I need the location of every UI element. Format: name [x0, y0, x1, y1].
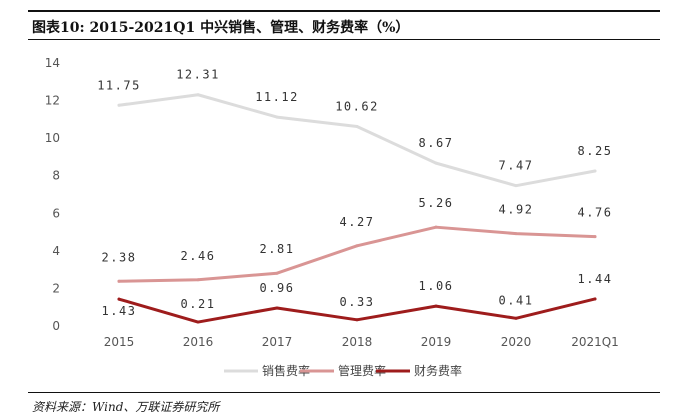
data-label-1-3: 4.27 — [340, 215, 375, 229]
x-tick-label-0: 2015 — [104, 335, 135, 349]
data-point-0-0 — [117, 103, 121, 107]
data-label-1-4: 5.26 — [419, 196, 454, 210]
data-point-2-2 — [275, 306, 279, 310]
data-point-1-3 — [355, 244, 359, 248]
data-point-2-6 — [593, 297, 597, 301]
data-label-1-6: 4.76 — [578, 206, 613, 220]
y-tick-label-6: 12 — [45, 94, 60, 108]
data-point-0-4 — [434, 161, 438, 165]
data-label-2-2: 0.96 — [260, 281, 295, 295]
x-tick-label-4: 2019 — [421, 335, 452, 349]
data-point-0-1 — [196, 93, 200, 97]
y-tick-label-5: 10 — [45, 131, 60, 145]
data-label-1-5: 4.92 — [499, 203, 534, 217]
x-tick-label-1: 2016 — [183, 335, 214, 349]
data-point-1-4 — [434, 225, 438, 229]
data-point-1-1 — [196, 278, 200, 282]
x-tick-label-5: 2020 — [501, 335, 532, 349]
data-point-0-5 — [514, 184, 518, 188]
y-tick-label-7: 14 — [45, 56, 60, 70]
data-point-0-3 — [355, 124, 359, 128]
data-label-1-0: 2.38 — [102, 250, 137, 264]
data-label-0-1: 12.31 — [176, 68, 220, 82]
x-tick-label-6: 2021Q1 — [571, 335, 619, 349]
data-point-2-4 — [434, 304, 438, 308]
x-tick-label-3: 2018 — [342, 335, 373, 349]
title-bar: 图表10: 2015-2021Q1 中兴销售、管理、财务费率（%） — [28, 10, 660, 40]
chart-title: 图表10: 2015-2021Q1 中兴销售、管理、财务费率（%） — [32, 20, 410, 36]
y-tick-label-2: 4 — [52, 244, 60, 258]
source-bar: 资料来源：Wind、万联证券研究所 — [28, 392, 660, 416]
data-label-2-0: 1.43 — [102, 304, 137, 318]
data-label-2-3: 0.33 — [340, 295, 375, 309]
legend-label-2: 财务费率 — [414, 363, 462, 378]
data-point-1-6 — [593, 235, 597, 239]
data-point-0-6 — [593, 169, 597, 173]
data-label-2-4: 1.06 — [419, 279, 454, 293]
data-label-2-6: 1.44 — [578, 272, 613, 286]
data-label-0-4: 8.67 — [419, 136, 454, 150]
y-tick-label-4: 8 — [52, 169, 60, 183]
legend-label-1: 管理费率 — [338, 363, 386, 378]
data-label-0-5: 7.47 — [499, 159, 534, 173]
data-label-2-5: 0.41 — [499, 293, 534, 307]
data-point-1-5 — [514, 232, 518, 236]
data-label-0-2: 11.12 — [255, 90, 299, 104]
data-point-2-1 — [196, 320, 200, 324]
legend-label-0: 销售费率 — [262, 363, 310, 378]
data-point-1-0 — [117, 279, 121, 283]
data-point-1-2 — [275, 271, 279, 275]
data-point-2-0 — [117, 297, 121, 301]
data-point-0-2 — [275, 115, 279, 119]
source-note: 资料来源：Wind、万联证券研究所 — [32, 400, 220, 414]
data-label-2-1: 0.21 — [181, 297, 216, 311]
data-point-2-3 — [355, 318, 359, 322]
data-point-2-5 — [514, 316, 518, 320]
data-label-0-3: 10.62 — [335, 99, 379, 113]
data-label-0-0: 11.75 — [97, 78, 141, 92]
y-tick-label-1: 2 — [52, 281, 60, 295]
x-tick-label-2: 2017 — [262, 335, 293, 349]
data-label-1-1: 2.46 — [181, 249, 216, 263]
y-tick-label-3: 6 — [52, 206, 60, 220]
data-label-1-2: 2.81 — [260, 242, 295, 256]
y-tick-label-0: 0 — [52, 319, 60, 333]
data-label-0-6: 8.25 — [578, 144, 613, 158]
